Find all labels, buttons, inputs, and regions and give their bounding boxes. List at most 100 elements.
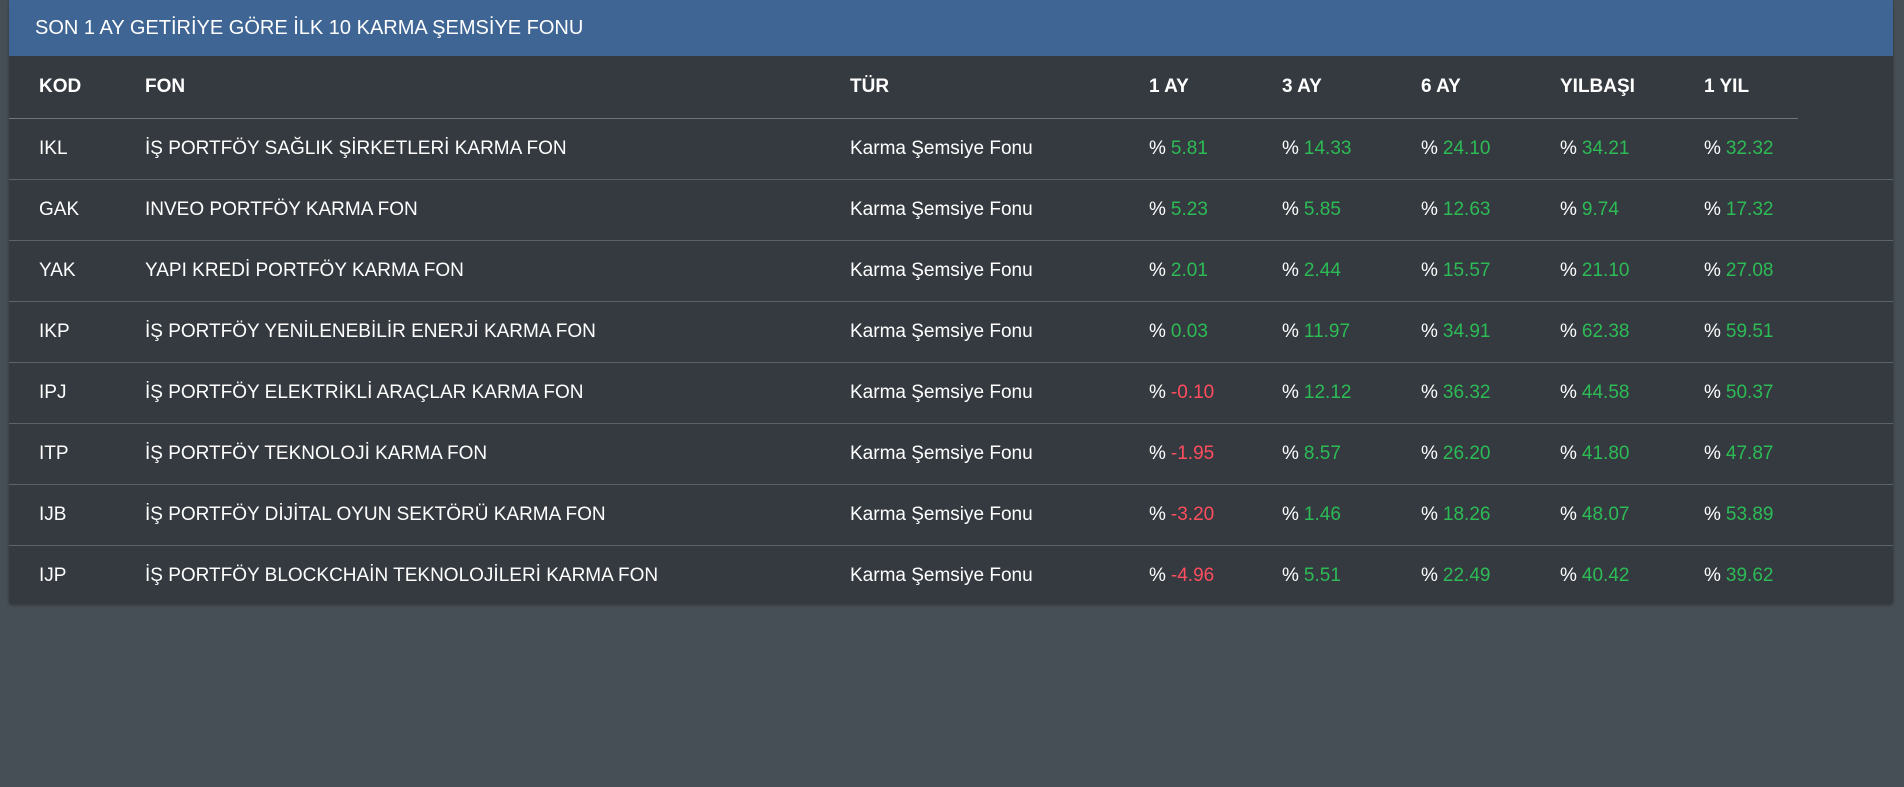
column-header-3ay[interactable]: 3 AY — [1252, 56, 1391, 119]
table-row[interactable]: IJB İŞ PORTFÖY DİJİTAL OYUN SEKTÖRÜ KARMA… — [9, 484, 1893, 546]
return-yilbasi: % 44.58 — [1530, 362, 1674, 424]
return-ay6: % 34.91 — [1391, 301, 1530, 363]
percent-symbol: % — [1282, 260, 1299, 281]
return-value: 14.33 — [1303, 138, 1352, 159]
fund-table: KOD FON TÜR 1 AY 3 AY 6 AY YILBAŞI 1 YIL… — [9, 56, 1893, 606]
return-value: -4.96 — [1170, 565, 1215, 586]
return-value: 39.62 — [1725, 565, 1774, 586]
table-row[interactable]: IKP İŞ PORTFÖY YENİLENEBİLİR ENERJİ KARMA… — [9, 301, 1893, 363]
percent-symbol: % — [1149, 321, 1166, 342]
column-header-yilbasi[interactable]: YILBAŞI — [1530, 56, 1674, 119]
return-value: 12.63 — [1442, 199, 1491, 220]
return-yil1: % 53.89 — [1674, 484, 1798, 546]
fund-name: İŞ PORTFÖY DİJİTAL OYUN SEKTÖRÜ KARMA FO… — [115, 484, 820, 546]
return-yilbasi: % 34.21 — [1530, 119, 1674, 180]
percent-symbol: % — [1704, 565, 1721, 586]
percent-symbol: % — [1421, 260, 1438, 281]
fund-code: ITP — [9, 423, 115, 485]
return-value: 17.32 — [1725, 199, 1774, 220]
return-ay1: % 0.03 — [1119, 301, 1252, 363]
return-yilbasi: % 40.42 — [1530, 545, 1674, 606]
return-ay6: % 22.49 — [1391, 545, 1530, 606]
row-spacer — [1798, 179, 1893, 241]
return-value: 22.49 — [1442, 565, 1491, 586]
header-row: KOD FON TÜR 1 AY 3 AY 6 AY YILBAŞI 1 YIL — [9, 56, 1893, 119]
column-header-1ay[interactable]: 1 AY — [1119, 56, 1252, 119]
table-row[interactable]: YAK YAPI KREDİ PORTFÖY KARMA FON Karma Şem… — [9, 240, 1893, 302]
percent-symbol: % — [1560, 565, 1577, 586]
table-header: KOD FON TÜR 1 AY 3 AY 6 AY YILBAŞI 1 YIL — [9, 56, 1893, 119]
return-ay3: % 5.51 — [1252, 545, 1391, 606]
return-value: 62.38 — [1581, 321, 1630, 342]
return-yilbasi: % 41.80 — [1530, 423, 1674, 485]
return-value: 34.91 — [1442, 321, 1491, 342]
return-value: 15.57 — [1442, 260, 1491, 281]
percent-symbol: % — [1560, 199, 1577, 220]
return-value: 18.26 — [1442, 504, 1491, 525]
column-header-1yil[interactable]: 1 YIL — [1674, 56, 1798, 119]
fund-name: İŞ PORTFÖY BLOCKCHAİN TEKNOLOJİLERİ KARM… — [115, 545, 820, 606]
return-yil1: % 32.32 — [1674, 119, 1798, 180]
percent-symbol: % — [1560, 443, 1577, 464]
return-ay3: % 1.46 — [1252, 484, 1391, 546]
percent-symbol: % — [1421, 138, 1438, 159]
percent-symbol: % — [1704, 260, 1721, 281]
return-ay1: % 2.01 — [1119, 240, 1252, 302]
percent-symbol: % — [1560, 382, 1577, 403]
percent-symbol: % — [1149, 382, 1166, 403]
percent-symbol: % — [1282, 321, 1299, 342]
fund-name: INVEO PORTFÖY KARMA FON — [115, 179, 820, 241]
return-yilbasi: % 62.38 — [1530, 301, 1674, 363]
return-ay3: % 14.33 — [1252, 119, 1391, 180]
return-value: 5.51 — [1303, 565, 1341, 586]
percent-symbol: % — [1282, 565, 1299, 586]
column-header-kod[interactable]: KOD — [9, 56, 115, 119]
fund-type: Karma Şemsiye Fonu — [850, 138, 1033, 159]
return-ay3: % 8.57 — [1252, 423, 1391, 485]
fund-type: Karma Şemsiye Fonu — [820, 545, 1119, 606]
column-header-fon[interactable]: FON — [115, 56, 820, 119]
return-yil1: % 39.62 — [1674, 545, 1798, 606]
table-row[interactable]: IJP İŞ PORTFÖY BLOCKCHAİN TEKNOLOJİLERİ K… — [9, 545, 1893, 606]
table-row[interactable]: ITP İŞ PORTFÖY TEKNOLOJİ KARMA FON Karma Ş… — [9, 423, 1893, 485]
return-ay3: % 5.85 — [1252, 179, 1391, 241]
percent-symbol: % — [1704, 504, 1721, 525]
percent-symbol: % — [1560, 321, 1577, 342]
return-yilbasi: % 48.07 — [1530, 484, 1674, 546]
return-value: 53.89 — [1725, 504, 1774, 525]
return-ay1: % -3.20 — [1119, 484, 1252, 546]
row-spacer — [1798, 240, 1893, 302]
return-ay6: % 12.63 — [1391, 179, 1530, 241]
column-header-6ay[interactable]: 6 AY — [1391, 56, 1530, 119]
column-header-tur[interactable]: TÜR — [820, 56, 1119, 119]
table-row[interactable]: GAK INVEO PORTFÖY KARMA FON Karma Şemsiye … — [9, 179, 1893, 241]
table-row[interactable]: IKL İŞ PORTFÖY SAĞLIK ŞİRKETLERİ KARMA FO… — [9, 119, 1893, 180]
percent-symbol: % — [1560, 138, 1577, 159]
percent-symbol: % — [1421, 321, 1438, 342]
percent-symbol: % — [1704, 382, 1721, 403]
table-row[interactable]: IPJ İŞ PORTFÖY ELEKTRİKLİ ARAÇLAR KARMA F… — [9, 362, 1893, 424]
return-ay6: % 15.57 — [1391, 240, 1530, 302]
fund-code: IPJ — [9, 362, 115, 424]
fund-code: IJB — [9, 484, 115, 546]
return-ay3: % 12.12 — [1252, 362, 1391, 424]
percent-symbol: % — [1149, 199, 1166, 220]
return-value: 36.32 — [1442, 382, 1491, 403]
percent-symbol: % — [1421, 382, 1438, 403]
fund-code: YAK — [9, 240, 115, 302]
return-value: 5.23 — [1170, 199, 1208, 220]
percent-symbol: % — [1149, 565, 1166, 586]
return-value: 5.85 — [1303, 199, 1341, 220]
return-value: 27.08 — [1725, 260, 1774, 281]
return-value: 9.74 — [1581, 199, 1619, 220]
return-value: 11.97 — [1303, 321, 1351, 342]
return-value: 47.87 — [1725, 443, 1774, 464]
fund-type: Karma Şemsiye Fonu — [820, 423, 1119, 485]
fund-code: IKP — [9, 301, 115, 363]
return-yil1: % 27.08 — [1674, 240, 1798, 302]
return-ay3: % 11.97 — [1252, 301, 1391, 363]
return-ay1: % -1.95 — [1119, 423, 1252, 485]
return-value: 8.57 — [1303, 443, 1341, 464]
return-value: 24.10 — [1442, 138, 1491, 159]
return-ay3: % 2.44 — [1252, 240, 1391, 302]
